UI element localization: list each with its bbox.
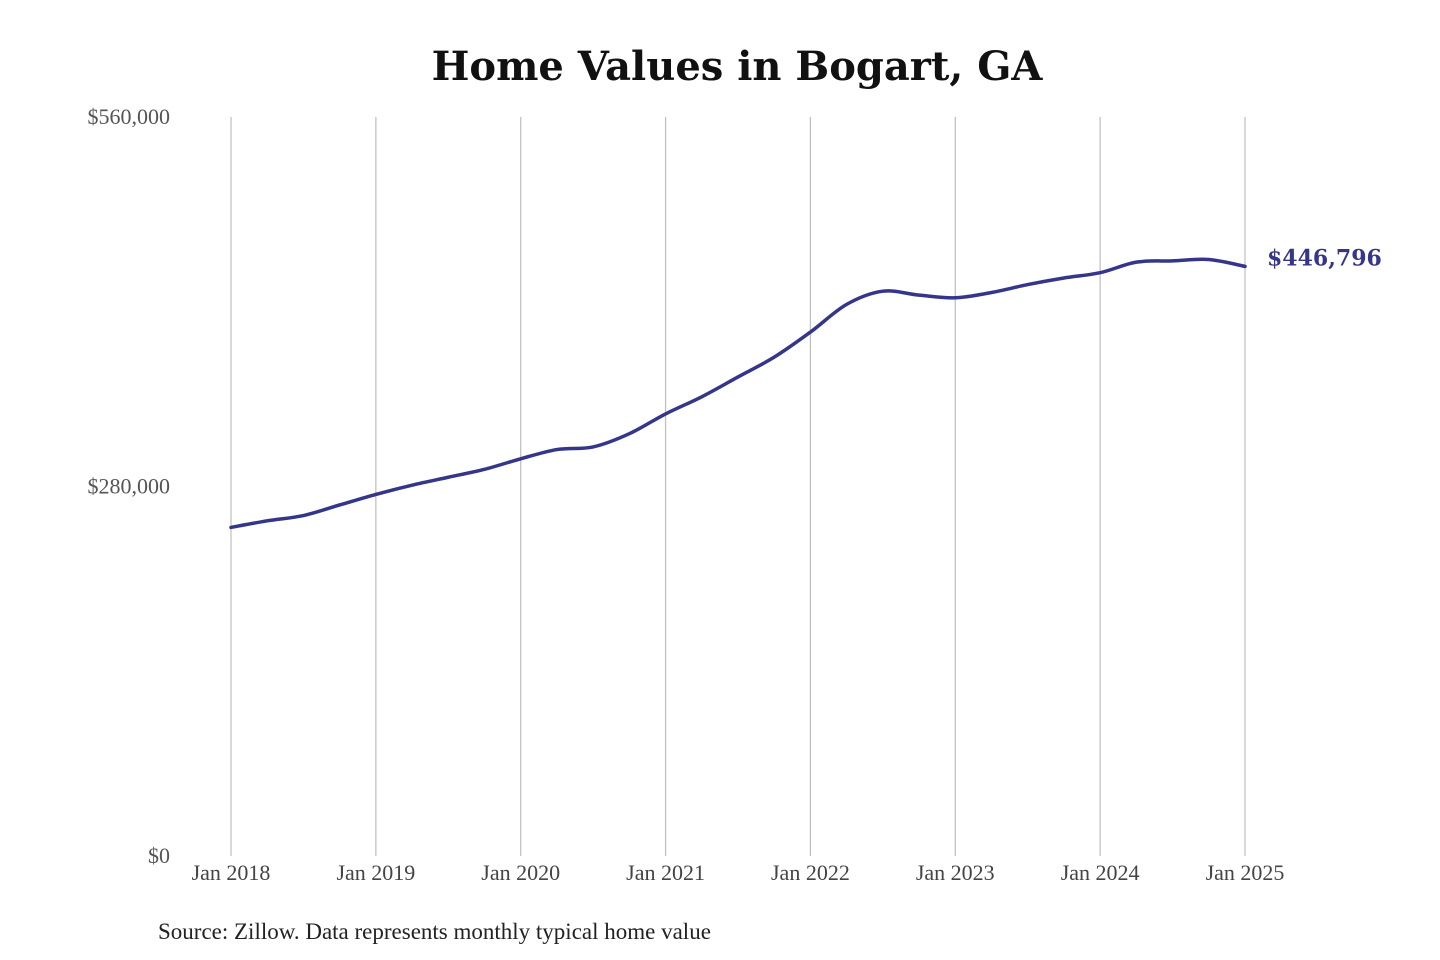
series-end-label: $446,796 [1267, 245, 1382, 271]
x-tick-label: Jan 2018 [192, 860, 271, 885]
y-axis-ticks: $0 $280,000 $560,000 [88, 104, 171, 868]
y-tick-label: $560,000 [88, 104, 171, 129]
x-tick-label: Jan 2024 [1061, 860, 1140, 885]
series-layer: $446,796 [229, 245, 1382, 530]
series-line-0 [229, 257, 1247, 530]
chart-title: Home Values in Bogart, GA [432, 43, 1044, 90]
x-tick-label: Jan 2022 [771, 860, 850, 885]
x-tick-label: Jan 2023 [916, 860, 995, 885]
x-tick-label: Jan 2021 [626, 860, 705, 885]
x-tick-label: Jan 2020 [481, 860, 560, 885]
x-axis-ticks: Jan 2018 Jan 2019 Jan 2020 Jan 2021 Jan 2022… [192, 860, 1285, 885]
source-note: Source: Zillow. Data represents monthly … [158, 919, 711, 944]
x-tick-label: Jan 2025 [1206, 860, 1285, 885]
y-tick-label: $0 [148, 843, 170, 868]
vertical-gridlines [230, 117, 1246, 856]
x-tick-label: Jan 2019 [336, 860, 415, 885]
y-tick-label: $280,000 [88, 474, 171, 499]
